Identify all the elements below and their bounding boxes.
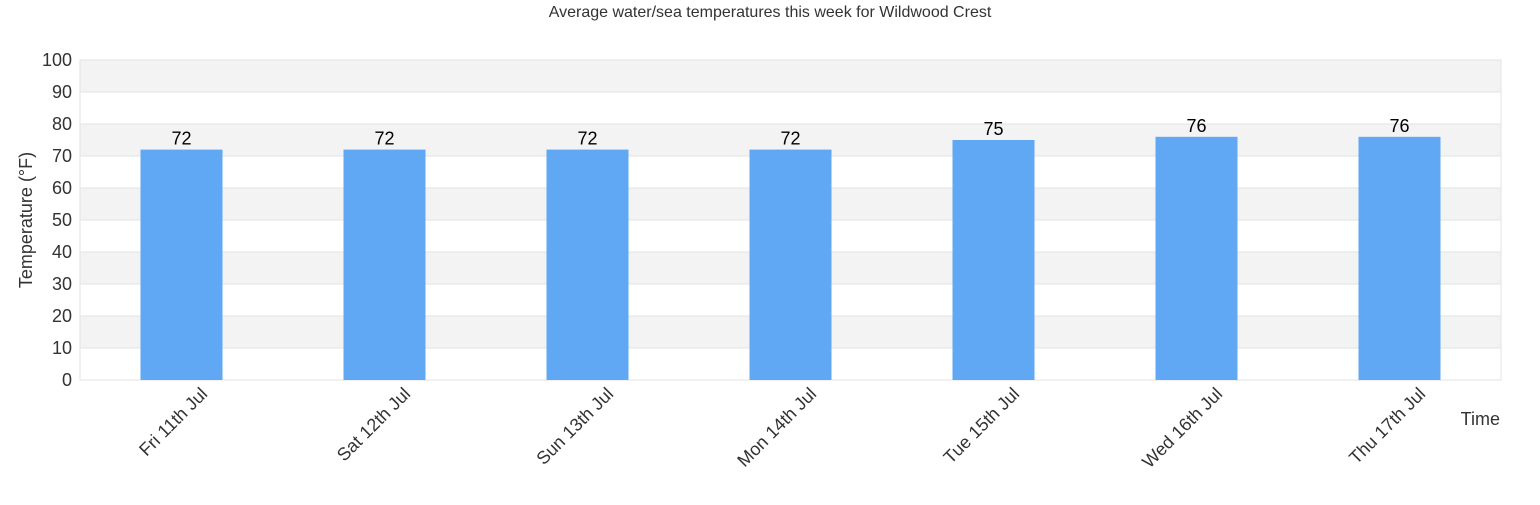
bar-value-label: 76 — [1389, 116, 1409, 136]
bar — [750, 150, 832, 380]
y-tick-label: 10 — [52, 338, 72, 358]
y-tick-label: 60 — [52, 178, 72, 198]
bar — [141, 150, 223, 380]
x-tick-label: Mon 14th Jul — [733, 384, 820, 471]
y-tick-label: 80 — [52, 114, 72, 134]
grid-band — [80, 60, 1501, 92]
bar-value-label: 72 — [780, 129, 800, 149]
chart-title: Average water/sea temperatures this week… — [549, 4, 992, 21]
bar — [344, 150, 426, 380]
y-axis: 0 10 20 30 40 50 60 70 80 90 100 — [42, 50, 72, 390]
bar-value-label: 72 — [577, 129, 597, 149]
y-tick-label: 40 — [52, 242, 72, 262]
x-tick-label: Wed 16th Jul — [1138, 384, 1226, 472]
bar — [547, 150, 629, 380]
y-tick-label: 20 — [52, 306, 72, 326]
bar-value-label: 76 — [1186, 116, 1206, 136]
y-tick-label: 70 — [52, 146, 72, 166]
x-tick-label: Sat 12th Jul — [333, 384, 414, 465]
x-axis-label: Time — [1461, 409, 1500, 429]
y-tick-label: 90 — [52, 82, 72, 102]
y-tick-label: 50 — [52, 210, 72, 230]
x-tick-label: Tue 15th Jul — [940, 384, 1024, 468]
x-tick-label: Fri 11th Jul — [135, 384, 211, 460]
bar-value-label: 75 — [983, 119, 1003, 139]
x-axis: Fri 11th Jul Sat 12th Jul Sun 13th Jul Mon … — [135, 384, 1429, 472]
bar — [953, 140, 1035, 380]
grid-band — [80, 92, 1501, 124]
y-tick-label: 0 — [62, 370, 72, 390]
y-axis-label: Temperature (°F) — [16, 152, 36, 288]
bar — [1359, 137, 1441, 380]
x-tick-label: Sun 13th Jul — [532, 384, 617, 469]
x-tick-label: Thu 17th Jul — [1345, 384, 1429, 468]
bar-value-label: 72 — [171, 129, 191, 149]
y-tick-label: 100 — [42, 50, 72, 70]
y-tick-label: 30 — [52, 274, 72, 294]
bar-value-label: 72 — [374, 129, 394, 149]
bar — [1156, 137, 1238, 380]
